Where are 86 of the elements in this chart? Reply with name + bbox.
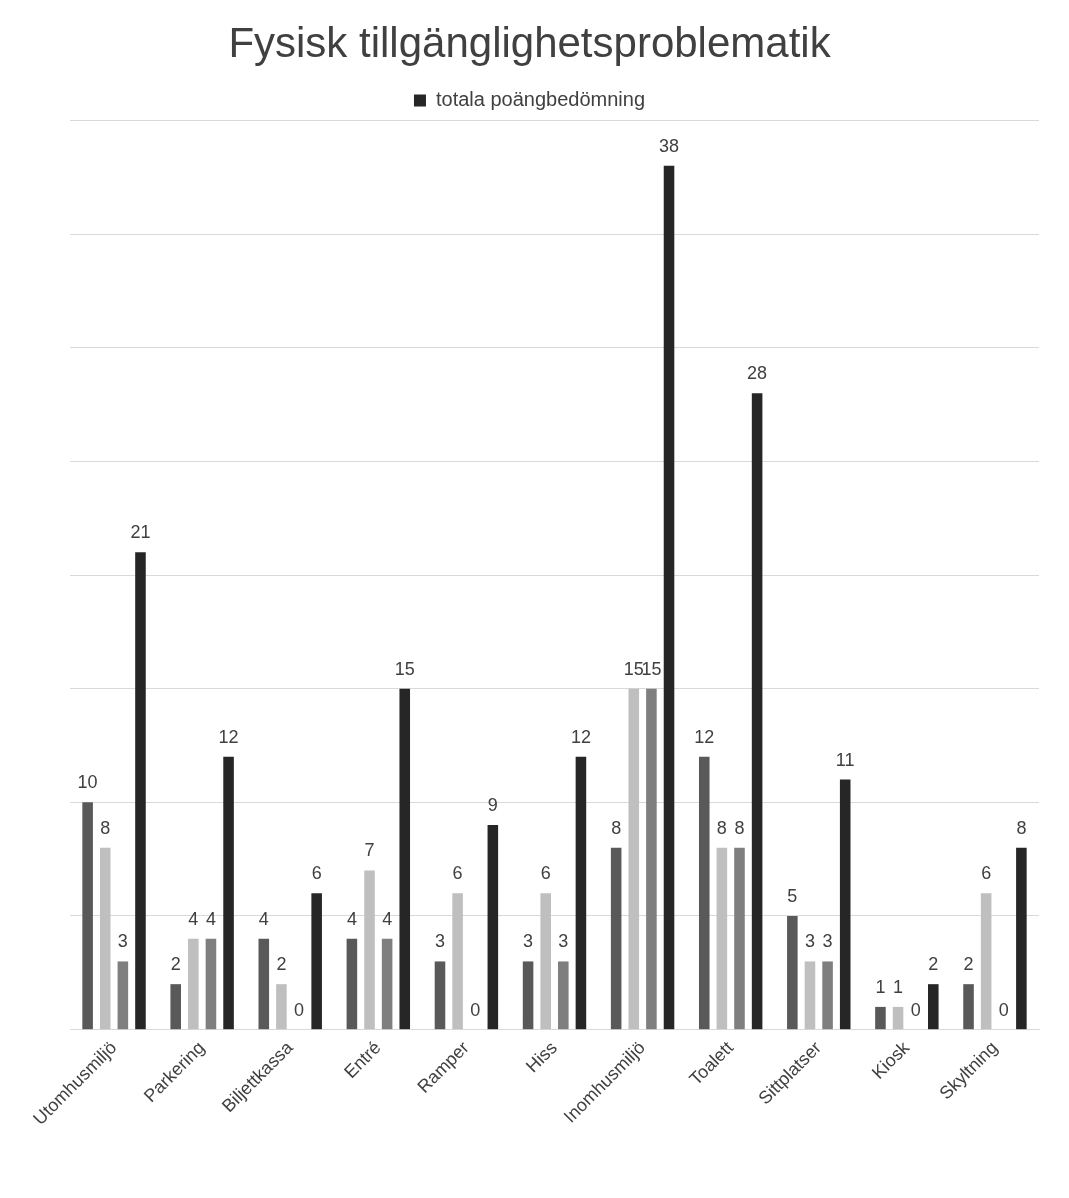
bar <box>223 756 234 1030</box>
bar <box>751 393 763 1030</box>
bar <box>628 688 640 1030</box>
bar <box>646 688 657 1030</box>
data-label: 2 <box>928 954 939 975</box>
data-label: 4 <box>188 908 199 929</box>
bar <box>364 870 375 1030</box>
bar <box>540 893 551 1030</box>
data-label: 12 <box>218 726 239 747</box>
data-label: 3 <box>434 931 445 952</box>
data-label: 6 <box>981 863 992 884</box>
bar <box>698 756 710 1030</box>
data-label: 1 <box>893 976 904 997</box>
data-label: 6 <box>311 863 322 884</box>
data-label: 8 <box>716 817 727 838</box>
bar <box>276 984 287 1030</box>
data-label: 9 <box>487 795 498 816</box>
bar <box>522 961 534 1030</box>
bar <box>1016 847 1027 1030</box>
data-label: 3 <box>523 931 534 952</box>
data-label: 0 <box>910 999 921 1020</box>
data-label: 0 <box>470 999 481 1020</box>
data-label: 8 <box>1016 817 1027 838</box>
data-label: 10 <box>77 772 98 793</box>
data-label: 0 <box>294 999 305 1020</box>
data-label: 15 <box>623 658 644 679</box>
bar <box>258 938 270 1030</box>
bar <box>82 802 93 1030</box>
data-label: 6 <box>452 863 463 884</box>
data-label: 4 <box>346 908 357 929</box>
data-label: 6 <box>540 863 551 884</box>
data-label: 8 <box>611 817 622 838</box>
bar <box>787 915 798 1030</box>
data-label: 5 <box>787 885 798 906</box>
data-label: 12 <box>570 726 591 747</box>
data-label: 21 <box>130 522 151 543</box>
data-label: 1 <box>875 976 886 997</box>
bar <box>804 961 816 1030</box>
bar <box>381 938 393 1030</box>
bar <box>928 984 939 1030</box>
data-label: 4 <box>205 908 216 929</box>
bar <box>170 984 181 1030</box>
data-label: 2 <box>170 954 181 975</box>
data-label: 11 <box>835 749 855 770</box>
legend-label: totala poängbedömning <box>435 87 646 110</box>
bar <box>734 847 745 1030</box>
bar <box>205 938 217 1030</box>
bar <box>558 961 569 1030</box>
bar <box>980 893 992 1030</box>
bar <box>839 779 851 1030</box>
bar <box>822 961 833 1030</box>
data-label: 2 <box>276 954 287 975</box>
bar <box>452 893 463 1030</box>
bar <box>434 961 446 1030</box>
bar <box>188 938 199 1030</box>
x-tick-label: Hiss <box>521 1037 561 1077</box>
bar <box>610 847 622 1030</box>
data-label: 28 <box>747 363 768 384</box>
bar <box>399 688 411 1030</box>
bar <box>892 1006 904 1030</box>
bar <box>716 847 728 1030</box>
data-label: 3 <box>822 931 833 952</box>
data-label: 12 <box>694 726 715 747</box>
bar <box>135 552 146 1030</box>
data-label: 3 <box>804 931 815 952</box>
data-label: 7 <box>364 840 375 861</box>
bar <box>487 825 499 1030</box>
data-label: 0 <box>998 999 1009 1020</box>
bar <box>963 984 974 1030</box>
data-label: 8 <box>100 817 111 838</box>
bar <box>311 893 322 1030</box>
data-label: 38 <box>659 135 680 156</box>
data-label: 15 <box>394 658 415 679</box>
bar <box>575 756 587 1030</box>
data-label: 3 <box>117 931 128 952</box>
data-label: 8 <box>734 817 745 838</box>
bar <box>663 165 675 1030</box>
bar <box>875 1006 886 1030</box>
data-label: 4 <box>258 908 269 929</box>
chart-title: Fysisk tillgänglighetsproblematik <box>228 18 832 66</box>
bar <box>99 847 111 1030</box>
bar <box>346 938 358 1030</box>
data-label: 4 <box>382 908 393 929</box>
data-label: 3 <box>558 931 569 952</box>
data-label: 2 <box>963 954 974 975</box>
bar <box>117 961 129 1030</box>
